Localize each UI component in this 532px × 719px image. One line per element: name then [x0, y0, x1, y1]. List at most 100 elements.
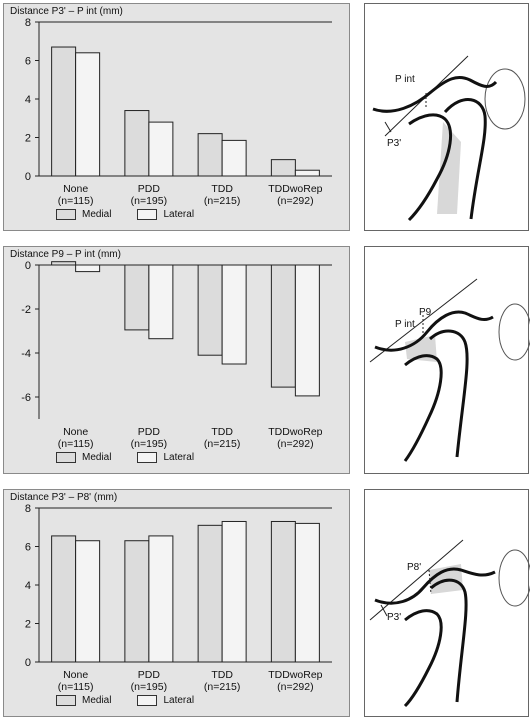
bar-medial	[51, 46, 77, 177]
chart-panel-1: Distance P3' – P int (mm) 0 2 4 6 8 None (n=11…	[3, 3, 350, 231]
legend: Medial Lateral	[56, 693, 220, 707]
category-sublabel: (n=292)	[277, 195, 313, 207]
diagram-label: P int	[395, 74, 415, 85]
bar-lateral	[75, 540, 101, 663]
bar-lateral	[148, 121, 174, 177]
bar-lateral	[148, 264, 174, 340]
category-label: TDDwoRep	[268, 183, 322, 195]
diagram-label: P3'	[387, 612, 401, 623]
legend-item-medial: Medial	[56, 694, 112, 706]
legend-item-medial: Medial	[56, 451, 112, 463]
y-tick-label: -4	[21, 348, 31, 360]
anatomy-diagram-1: P int P3'	[364, 3, 529, 231]
category-label: TDD	[211, 183, 233, 195]
y-tick-label: 0	[25, 657, 31, 669]
legend-label-medial: Medial	[82, 694, 112, 706]
category-sublabel: (n=215)	[204, 195, 240, 207]
bar-lateral	[294, 169, 320, 177]
bar-lateral	[148, 535, 174, 663]
bar-medial	[51, 535, 77, 663]
category-label: None	[63, 183, 88, 195]
bar-lateral	[221, 264, 247, 365]
bar-medial	[270, 159, 296, 177]
legend-item-lateral: Lateral	[137, 694, 195, 706]
y-tick-label: 2	[25, 619, 31, 631]
legend-label-lateral: Lateral	[163, 208, 195, 220]
bar-medial	[124, 264, 150, 331]
bar-medial	[270, 520, 296, 663]
y-tick-label: -2	[21, 304, 31, 316]
legend-swatch-medial	[56, 208, 76, 220]
category-label: None	[63, 669, 88, 681]
category-label: PDD	[138, 669, 161, 681]
bar-lateral	[221, 520, 247, 663]
bar-lateral	[75, 52, 101, 177]
category-sublabel: (n=292)	[277, 438, 313, 450]
y-tick-label: 8	[25, 17, 31, 29]
legend-label-medial: Medial	[82, 451, 112, 463]
bar-medial	[124, 540, 150, 663]
chart-title: Distance P3' – P int (mm)	[10, 6, 123, 17]
diagram-label: P3'	[387, 138, 401, 149]
chart-title: Distance P9 – P int (mm)	[10, 249, 121, 260]
category-label: TDD	[211, 669, 233, 681]
diagram-label: P8'	[407, 562, 421, 573]
y-tick-label: 6	[25, 56, 31, 68]
category-label: TDDwoRep	[268, 426, 322, 438]
y-tick-label: 2	[25, 133, 31, 145]
chart-panel-2: Distance P9 – P int (mm) 0 -2 -4 -6 None (n=1…	[3, 246, 350, 474]
y-tick-label: 0	[25, 260, 31, 272]
bar-medial	[51, 261, 77, 266]
bar-lateral	[221, 139, 247, 177]
category-sublabel: (n=195)	[131, 195, 167, 207]
legend: Medial Lateral	[56, 450, 220, 464]
bar-medial	[197, 264, 223, 356]
y-tick-label: 6	[25, 542, 31, 554]
legend-label-lateral: Lateral	[163, 451, 195, 463]
diagram-drawing: P9 P int	[369, 278, 530, 462]
legend-swatch-lateral	[137, 451, 158, 463]
legend-label-medial: Medial	[82, 208, 112, 220]
y-tick-label: 8	[25, 503, 31, 515]
bar-lateral	[75, 264, 101, 273]
y-tick-label: -6	[21, 392, 31, 404]
legend-swatch-medial	[56, 451, 76, 463]
diagram-drawing: P8' P3'	[369, 539, 530, 708]
bar-lateral	[294, 264, 320, 397]
y-tick-label: 4	[25, 580, 31, 592]
bar-lateral	[294, 522, 320, 663]
bar-chart-1: 0 2 4 6 8 None(n=115) PDD(n=195) TDD(n=215) TDDw…	[25, 17, 332, 207]
category-label: None	[63, 426, 88, 438]
diagram-label: P9	[419, 307, 432, 318]
chart-panel-3: Distance P3' – P8' (mm) 0 2 4 6 8 None (n=115)…	[3, 489, 350, 717]
y-tick-label: 4	[25, 94, 31, 106]
legend-item-lateral: Lateral	[137, 451, 195, 463]
bar-medial	[197, 524, 223, 663]
category-sublabel: (n=115)	[58, 195, 94, 207]
legend-swatch-medial	[56, 694, 76, 706]
category-sublabel: (n=195)	[131, 681, 167, 693]
anatomy-diagram-3: P8' P3'	[364, 489, 530, 717]
category-sublabel: (n=292)	[277, 681, 313, 693]
bar-chart-3: 0 2 4 6 8 None(n=115) PDD(n=195) TDD(n=215) TDDw…	[25, 503, 332, 693]
legend-swatch-lateral	[137, 694, 158, 706]
category-label: PDD	[138, 426, 161, 438]
category-label: TDDwoRep	[268, 669, 322, 681]
bar-medial	[270, 264, 296, 388]
bar-medial	[197, 133, 223, 177]
y-tick-label: 0	[25, 171, 31, 183]
bar-chart-2: 0 -2 -4 -6 None(n=115) PDD(n=195) TDD(n=215) TD…	[21, 260, 332, 450]
anatomy-diagram-2: P9 P int	[364, 246, 530, 474]
legend-label-lateral: Lateral	[163, 694, 195, 706]
category-sublabel: (n=215)	[204, 438, 240, 450]
chart-title: Distance P3' – P8' (mm)	[10, 492, 118, 503]
category-label: PDD	[138, 183, 161, 195]
category-sublabel: (n=195)	[131, 438, 167, 450]
category-sublabel: (n=115)	[58, 681, 94, 693]
legend-item-lateral: Lateral	[137, 208, 195, 220]
category-sublabel: (n=215)	[204, 681, 240, 693]
bar-medial	[124, 110, 150, 177]
diagram-drawing: P int P3'	[372, 55, 526, 222]
category-label: TDD	[211, 426, 233, 438]
legend: Medial Lateral	[56, 207, 220, 221]
